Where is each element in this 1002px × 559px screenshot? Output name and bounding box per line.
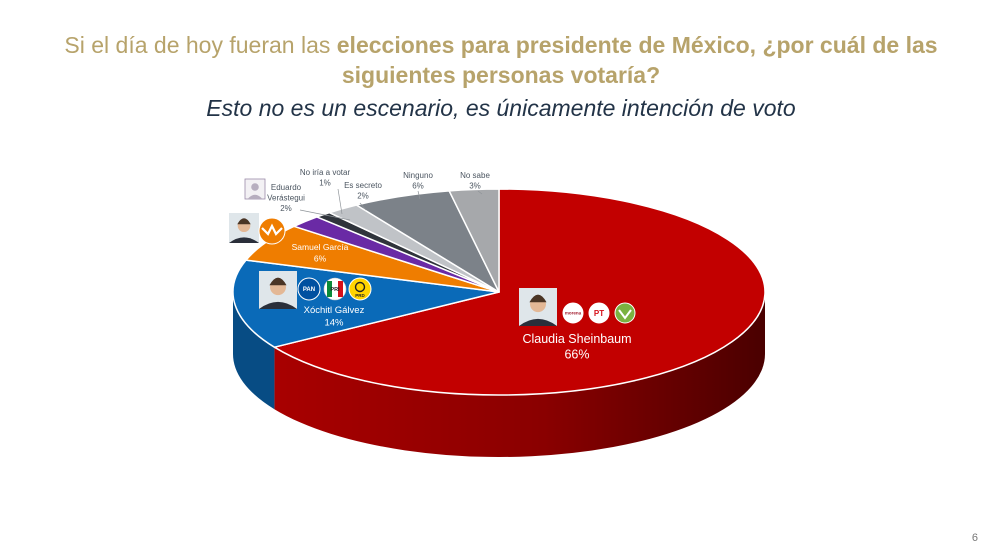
page-number: 6 [971, 532, 978, 544]
leader-no-sabe [477, 190, 483, 195]
svg-text:PT: PT [594, 309, 604, 318]
slice-x-chitl-g-lvez [232, 259, 500, 348]
value-samuel-garc-a: 6% [314, 254, 327, 264]
svg-text:PRD: PRD [355, 293, 365, 298]
pan-logo: PAN [297, 277, 321, 301]
value-eduardo-ver-stegui: 2% [280, 204, 292, 213]
label-eduardo-ver-stegui-1: Verástegui [267, 194, 305, 203]
label-ninguno-0: Ninguno [403, 171, 433, 180]
value-ninguno: 6% [412, 182, 424, 191]
pie-labels: Claudia Sheinbaum 66% Xóchitl Gálvez 14% Sam… [267, 168, 631, 362]
morena-logo: morena [562, 302, 584, 324]
label-es-secreto-0: Es secreto [344, 181, 382, 190]
pvem-logo [614, 302, 636, 324]
avatar-eduardo-verastegui [244, 178, 266, 200]
svg-text:PAN: PAN [303, 287, 315, 293]
leader-ninguno [417, 190, 421, 200]
title-bold: elecciones para presidente de México, ¿p… [336, 32, 938, 88]
leader-no-ir-a-a-votar [337, 188, 343, 215]
leader-es-secreto [359, 202, 367, 211]
value-es-secreto: 2% [357, 192, 369, 201]
pri-logo: PRI [323, 277, 347, 301]
label-claudia-sheinbaum: Claudia Sheinbaum [522, 332, 631, 346]
pie-logos: morena PT PAN PRI PRD [229, 178, 636, 326]
chart-subtitle: Esto no es un escenario, es únicamente i… [206, 95, 796, 121]
label-eduardo-ver-stegui-0: Eduardo [271, 183, 302, 192]
prd-logo: PRD [348, 277, 372, 301]
avatar-samuel-garcia [229, 213, 259, 243]
slice-side-0 [274, 292, 765, 457]
svg-text:PRI: PRI [330, 287, 340, 293]
mc-logo [258, 217, 286, 245]
pt-logo: PT [588, 302, 610, 324]
avatar-claudia-sheinbaum [519, 288, 557, 326]
value-x-chitl-g-lvez: 14% [324, 318, 344, 329]
label-no-ir-a-a-votar-0: No iría a votar [300, 168, 351, 177]
value-no-ir-a-a-votar: 1% [319, 179, 331, 188]
value-claudia-sheinbaum: 66% [564, 348, 589, 362]
avatar-xochitl-galvez [259, 271, 297, 309]
value-no-sabe: 3% [469, 182, 481, 191]
label-no-sabe-0: No sabe [460, 171, 490, 180]
chart-title: Si el día de hoy fueran las elecciones p… [40, 30, 962, 90]
label-samuel-garc-a: Samuel García [292, 242, 349, 252]
label-x-chitl-g-lvez: Xóchitl Gálvez [304, 305, 365, 316]
slice-no-sabe [448, 188, 500, 293]
svg-text:morena: morena [565, 311, 582, 316]
leader-eduardo-ver-stegui [299, 209, 351, 221]
title-normal: Si el día de hoy fueran las [64, 32, 331, 58]
